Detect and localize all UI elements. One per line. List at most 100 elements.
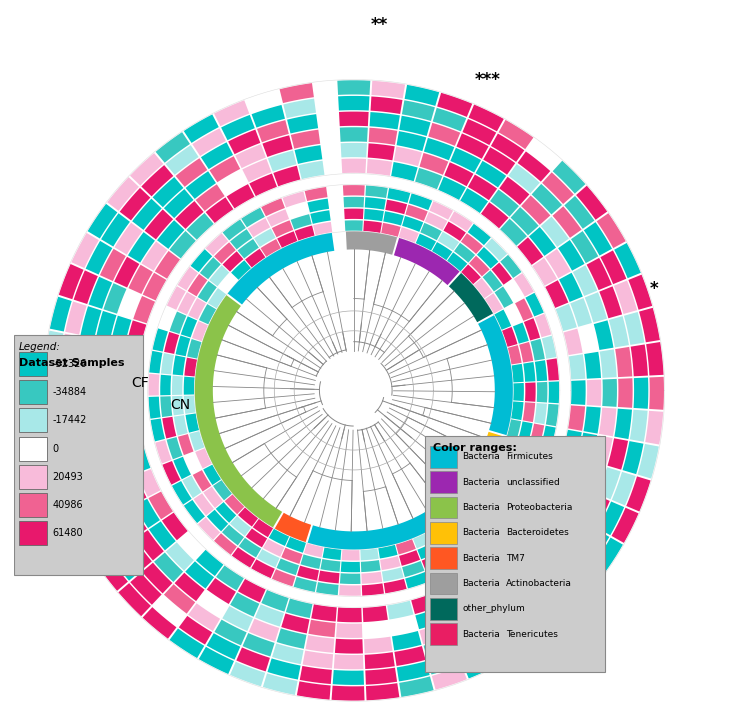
Polygon shape xyxy=(631,344,648,376)
Polygon shape xyxy=(364,637,393,654)
Polygon shape xyxy=(331,685,364,701)
Polygon shape xyxy=(459,499,478,518)
Polygon shape xyxy=(415,607,444,629)
Polygon shape xyxy=(424,637,455,659)
Polygon shape xyxy=(493,454,510,474)
Polygon shape xyxy=(262,135,293,157)
Polygon shape xyxy=(91,398,107,427)
Polygon shape xyxy=(511,487,532,511)
Polygon shape xyxy=(399,550,420,566)
Polygon shape xyxy=(430,201,453,220)
Polygon shape xyxy=(341,562,360,572)
Polygon shape xyxy=(598,467,620,500)
Polygon shape xyxy=(337,80,370,95)
Polygon shape xyxy=(196,184,225,211)
Polygon shape xyxy=(228,233,334,304)
Polygon shape xyxy=(246,529,267,547)
Polygon shape xyxy=(383,211,404,226)
Text: -34884: -34884 xyxy=(53,388,86,397)
Polygon shape xyxy=(629,275,652,309)
Text: Bacteria: Bacteria xyxy=(463,554,500,562)
Polygon shape xyxy=(475,515,496,536)
Polygon shape xyxy=(185,414,199,432)
Polygon shape xyxy=(318,570,339,583)
Polygon shape xyxy=(394,147,422,166)
Polygon shape xyxy=(370,96,403,114)
Polygon shape xyxy=(556,304,577,331)
Polygon shape xyxy=(593,435,613,465)
Polygon shape xyxy=(449,211,472,231)
Text: Dataset Samples: Dataset Samples xyxy=(19,358,125,368)
Polygon shape xyxy=(263,673,297,695)
Polygon shape xyxy=(399,227,419,243)
Text: Bacteria: Bacteria xyxy=(463,453,500,461)
Polygon shape xyxy=(279,83,314,103)
Polygon shape xyxy=(433,108,466,132)
Polygon shape xyxy=(477,247,499,268)
Polygon shape xyxy=(587,380,602,406)
Polygon shape xyxy=(534,403,547,424)
Polygon shape xyxy=(232,547,255,568)
Polygon shape xyxy=(196,549,223,576)
Polygon shape xyxy=(416,234,436,251)
Polygon shape xyxy=(556,514,582,545)
FancyBboxPatch shape xyxy=(424,436,605,672)
Polygon shape xyxy=(114,257,140,288)
Polygon shape xyxy=(286,599,312,618)
Polygon shape xyxy=(474,278,493,299)
Polygon shape xyxy=(548,591,581,624)
Polygon shape xyxy=(420,153,448,175)
Polygon shape xyxy=(382,568,403,582)
Polygon shape xyxy=(145,210,173,239)
Polygon shape xyxy=(175,573,204,601)
Polygon shape xyxy=(491,134,524,162)
Polygon shape xyxy=(343,197,364,208)
Polygon shape xyxy=(412,593,439,614)
Polygon shape xyxy=(179,616,213,645)
Polygon shape xyxy=(406,572,429,589)
Polygon shape xyxy=(130,153,163,186)
Text: Bacteria: Bacteria xyxy=(463,630,500,638)
Polygon shape xyxy=(646,342,664,375)
Polygon shape xyxy=(191,249,213,272)
Polygon shape xyxy=(282,548,303,564)
Polygon shape xyxy=(107,398,122,424)
Text: CF: CF xyxy=(131,376,149,390)
Polygon shape xyxy=(454,243,475,262)
Polygon shape xyxy=(571,231,599,263)
Polygon shape xyxy=(533,447,550,471)
Polygon shape xyxy=(497,538,524,565)
Polygon shape xyxy=(123,346,140,372)
Polygon shape xyxy=(294,145,322,164)
Bar xyxy=(19,437,47,461)
Polygon shape xyxy=(623,441,644,474)
Polygon shape xyxy=(300,555,321,569)
Polygon shape xyxy=(523,402,535,422)
Polygon shape xyxy=(487,567,515,594)
Polygon shape xyxy=(624,312,644,345)
Polygon shape xyxy=(424,138,454,161)
Polygon shape xyxy=(421,223,442,240)
Polygon shape xyxy=(547,359,559,380)
Polygon shape xyxy=(198,518,220,540)
Polygon shape xyxy=(369,112,400,129)
Polygon shape xyxy=(167,437,182,459)
Polygon shape xyxy=(502,327,517,347)
Polygon shape xyxy=(634,377,648,408)
Polygon shape xyxy=(372,81,405,98)
Polygon shape xyxy=(172,376,182,395)
Bar xyxy=(430,522,457,544)
Polygon shape xyxy=(440,596,469,620)
Bar xyxy=(19,352,47,376)
Polygon shape xyxy=(206,234,228,255)
Polygon shape xyxy=(214,100,249,127)
Bar xyxy=(19,465,47,489)
Text: Tenericutes: Tenericutes xyxy=(506,630,558,638)
Polygon shape xyxy=(409,193,433,210)
Polygon shape xyxy=(195,448,212,469)
Polygon shape xyxy=(576,186,608,220)
Polygon shape xyxy=(526,293,544,317)
Polygon shape xyxy=(541,426,556,449)
Polygon shape xyxy=(569,458,590,487)
Polygon shape xyxy=(541,217,569,247)
